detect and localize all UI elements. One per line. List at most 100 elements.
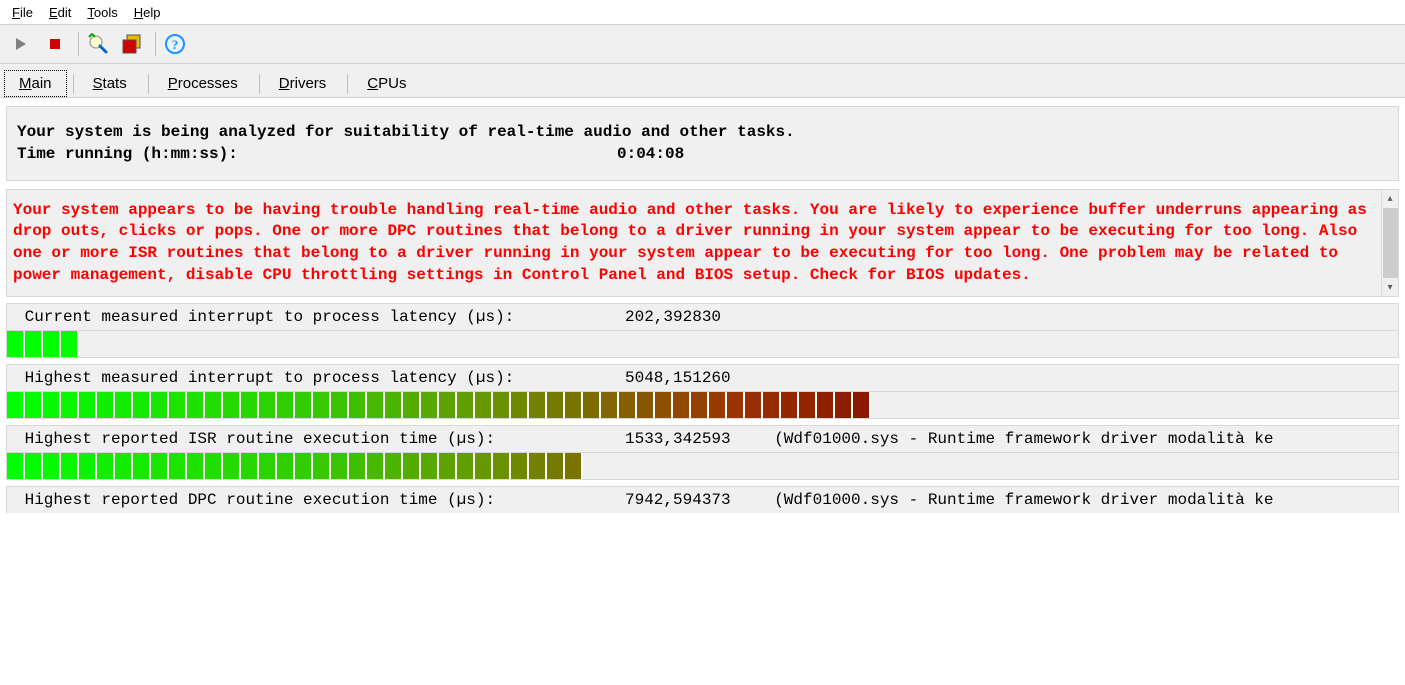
warning-pane: Your system appears to be having trouble… (6, 189, 1399, 297)
play-button[interactable] (6, 29, 36, 59)
bar-segment (439, 453, 457, 479)
highest-dpc: Highest reported DPC routine execution t… (6, 486, 1399, 513)
bar-segment (277, 453, 295, 479)
bar-segment (61, 331, 79, 357)
tab-processes[interactable]: Processes (153, 70, 253, 97)
bar-segment (655, 392, 673, 418)
bar-segment (25, 453, 43, 479)
bar-segment (601, 392, 619, 418)
bar-segment (331, 392, 349, 418)
highest-interrupt-latency-bar (6, 391, 1399, 419)
bar-segment (349, 392, 367, 418)
windows-button[interactable] (117, 29, 147, 59)
highest-interrupt-latency: Highest measured interrupt to process la… (6, 364, 1399, 419)
highest-isr-label-row: Highest reported ISR routine execution t… (6, 425, 1399, 452)
bar-segment (313, 392, 331, 418)
bar-segment (763, 392, 781, 418)
bar-segment (799, 392, 817, 418)
bar-segment (295, 392, 313, 418)
scroll-down-icon[interactable]: ▾ (1382, 279, 1399, 296)
scrollbar[interactable]: ▴ ▾ (1381, 190, 1398, 296)
highest-dpc-value: 7942,594373 (625, 491, 755, 509)
tab-stats[interactable]: Stats (78, 70, 142, 97)
scroll-up-icon[interactable]: ▴ (1382, 190, 1399, 207)
bar-segment (151, 392, 169, 418)
bar-segment (619, 392, 637, 418)
tab-cpus[interactable]: CPUs (352, 70, 421, 97)
status-pane: Your system is being analyzed for suitab… (6, 106, 1399, 181)
bar-segment (7, 331, 25, 357)
menu-help[interactable]: Help (128, 3, 167, 22)
bar-segment (259, 453, 277, 479)
bar-segment (385, 392, 403, 418)
bar-segment (637, 392, 655, 418)
tab-main[interactable]: Main (4, 70, 67, 97)
bar-segment (439, 392, 457, 418)
bar-segment (205, 392, 223, 418)
warning-text: Your system appears to be having trouble… (13, 200, 1375, 286)
bar-segment (151, 453, 169, 479)
bar-segment (565, 392, 583, 418)
highest-isr-extra: (Wdf01000.sys - Runtime framework driver… (755, 430, 1390, 448)
time-running-row: Time running (h:mm:ss): 0:04:08 (17, 143, 1388, 165)
analysis-status-text: Your system is being analyzed for suitab… (17, 121, 1388, 143)
scroll-thumb[interactable] (1383, 208, 1398, 278)
bar-segment (385, 453, 403, 479)
bar-segment (7, 453, 25, 479)
menu-edit[interactable]: Edit (43, 3, 77, 22)
bar-segment (79, 392, 97, 418)
time-running-value: 0:04:08 (617, 143, 684, 165)
bar-segment (97, 392, 115, 418)
bar-segment (169, 392, 187, 418)
bar-segment (781, 392, 799, 418)
bar-segment (43, 392, 61, 418)
bar-segment (673, 392, 691, 418)
current-interrupt-latency-bar (6, 330, 1399, 358)
toolbar-separator (78, 32, 79, 56)
bar-segment (133, 453, 151, 479)
bar-segment (277, 392, 295, 418)
current-interrupt-latency-label-row: Current measured interrupt to process la… (6, 303, 1399, 330)
bar-segment (43, 453, 61, 479)
bar-segment (835, 392, 853, 418)
bar-segment (493, 392, 511, 418)
bar-segment (817, 392, 835, 418)
bar-segment (241, 392, 259, 418)
bar-segment (43, 331, 61, 357)
bar-segment (349, 453, 367, 479)
highest-dpc-extra: (Wdf01000.sys - Runtime framework driver… (755, 491, 1390, 509)
analyze-button[interactable] (83, 29, 113, 59)
bar-segment (115, 392, 133, 418)
stop-button[interactable] (40, 29, 70, 59)
highest-interrupt-latency-value: 5048,151260 (625, 369, 755, 387)
menubar: FileEditTools Help (0, 0, 1405, 24)
bar-segment (529, 453, 547, 479)
highest-isr-bar (6, 452, 1399, 480)
help-button[interactable]: ? (160, 29, 190, 59)
highest-dpc-label-row: Highest reported DPC routine execution t… (6, 486, 1399, 513)
highest-dpc-label: Highest reported DPC routine execution t… (15, 491, 625, 509)
menu-file[interactable]: File (6, 3, 39, 22)
bar-segment (133, 392, 151, 418)
current-interrupt-latency-value: 202,392830 (625, 308, 755, 326)
tab-drivers[interactable]: Drivers (264, 70, 342, 97)
menu-tools[interactable]: Tools (81, 3, 123, 22)
bar-segment (205, 453, 223, 479)
bar-segment (187, 392, 205, 418)
bar-segment (7, 392, 25, 418)
bar-segment (691, 392, 709, 418)
highest-isr-label: Highest reported ISR routine execution t… (15, 430, 625, 448)
bar-segment (403, 392, 421, 418)
bar-segment (169, 453, 187, 479)
metrics-section: Current measured interrupt to process la… (0, 303, 1405, 513)
toolbar-separator (155, 32, 156, 56)
bar-segment (547, 453, 565, 479)
highest-isr: Highest reported ISR routine execution t… (6, 425, 1399, 480)
bar-segment (313, 453, 331, 479)
bar-segment (331, 453, 349, 479)
bar-segment (61, 453, 79, 479)
bar-segment (187, 453, 205, 479)
bar-segment (583, 392, 601, 418)
highest-interrupt-latency-label: Highest measured interrupt to process la… (15, 369, 625, 387)
bar-segment (853, 392, 871, 418)
